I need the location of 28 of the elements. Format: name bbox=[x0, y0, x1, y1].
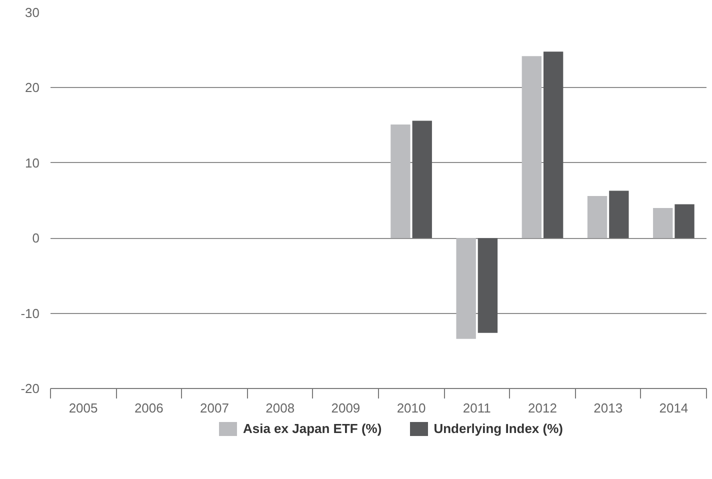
y-tick-label: -10 bbox=[20, 306, 40, 321]
x-tick-label: 2008 bbox=[266, 400, 295, 416]
x-tick-label: 2011 bbox=[462, 400, 491, 416]
x-tick-label: 2013 bbox=[594, 400, 623, 416]
bar bbox=[390, 124, 410, 238]
legend-label: Asia ex Japan ETF (%) bbox=[242, 420, 382, 438]
y-tick-label: 10 bbox=[25, 155, 40, 170]
bar bbox=[674, 204, 694, 238]
bar bbox=[587, 196, 608, 238]
bar bbox=[543, 52, 564, 238]
x-tick-label: 2009 bbox=[331, 400, 360, 416]
x-tick-label: 2010 bbox=[396, 400, 426, 416]
bar bbox=[653, 208, 673, 238]
x-tick-label: 2006 bbox=[134, 400, 164, 416]
bar bbox=[609, 190, 629, 238]
bar bbox=[478, 238, 498, 333]
x-tick-label: 2005 bbox=[68, 400, 98, 416]
x-tick-label: 2012 bbox=[528, 400, 557, 416]
x-tick-label: 2007 bbox=[200, 400, 229, 416]
bar bbox=[456, 238, 476, 339]
y-tick-label: 30 bbox=[25, 5, 40, 20]
y-tick-label: 20 bbox=[25, 80, 40, 96]
y-tick-label: 0 bbox=[32, 230, 40, 246]
y-tick-label: -20 bbox=[20, 381, 40, 396]
bar bbox=[522, 56, 542, 238]
x-tick-label: 2014 bbox=[659, 400, 688, 416]
bar bbox=[412, 120, 432, 238]
legend-label: Underlying Index (%) bbox=[434, 420, 563, 438]
